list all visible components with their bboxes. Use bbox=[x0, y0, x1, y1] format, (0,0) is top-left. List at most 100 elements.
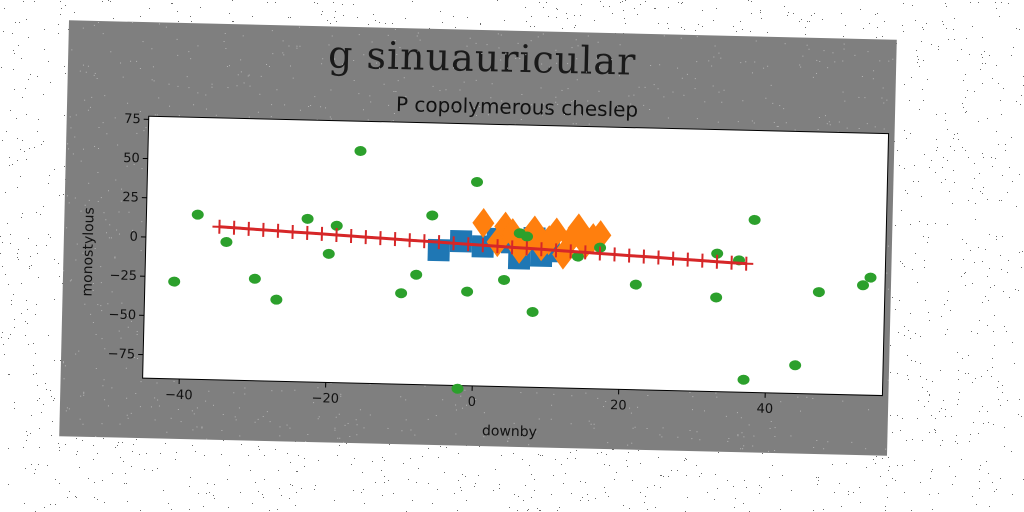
panel-noise-speck bbox=[455, 404, 457, 406]
noise-speck bbox=[548, 16, 549, 17]
noise-speck bbox=[988, 422, 989, 423]
noise-speck bbox=[761, 18, 762, 19]
panel-noise-speck bbox=[262, 415, 264, 418]
noise-speck bbox=[979, 320, 980, 321]
panel-noise-speck bbox=[117, 144, 119, 146]
noise-speck bbox=[1021, 95, 1022, 96]
panel-noise-speck bbox=[363, 54, 365, 56]
noise-speck bbox=[946, 6, 947, 7]
noise-speck bbox=[886, 485, 887, 486]
panel-noise-speck bbox=[597, 41, 599, 43]
panel-noise-speck bbox=[754, 61, 756, 63]
red-plus-marker bbox=[666, 251, 681, 266]
panel-noise-speck bbox=[790, 435, 792, 437]
noise-speck bbox=[932, 469, 933, 470]
noise-speck bbox=[918, 181, 919, 182]
noise-speck bbox=[37, 400, 38, 401]
green-circle-point bbox=[426, 210, 439, 221]
panel-noise-speck bbox=[114, 257, 116, 259]
noise-speck bbox=[964, 273, 965, 274]
noise-speck bbox=[978, 433, 979, 434]
panel-noise-speck bbox=[177, 54, 179, 56]
noise-speck bbox=[14, 89, 15, 90]
noise-speck bbox=[902, 263, 903, 264]
noise-speck bbox=[9, 374, 10, 375]
panel-noise-speck bbox=[279, 435, 281, 437]
noise-speck bbox=[113, 18, 114, 19]
noise-speck bbox=[229, 465, 230, 466]
panel-noise-speck bbox=[142, 41, 144, 43]
panel-noise-speck bbox=[571, 101, 573, 103]
noise-speck bbox=[912, 269, 913, 270]
panel-noise-speck bbox=[644, 86, 646, 88]
panel-noise-speck bbox=[158, 23, 160, 25]
panel-noise-speck bbox=[347, 422, 349, 425]
panel-noise-speck bbox=[535, 431, 537, 433]
panel-noise-speck bbox=[576, 58, 578, 60]
noise-speck bbox=[530, 26, 531, 27]
noise-speck bbox=[499, 484, 500, 485]
panel-noise-speck bbox=[168, 83, 170, 85]
noise-speck bbox=[1012, 494, 1013, 495]
noise-speck bbox=[924, 260, 925, 261]
noise-speck bbox=[904, 326, 905, 327]
panel-noise-speck bbox=[882, 87, 884, 89]
panel-noise-speck bbox=[885, 448, 887, 450]
noise-speck bbox=[949, 466, 950, 467]
noise-speck bbox=[0, 253, 1, 254]
noise-speck bbox=[39, 447, 40, 448]
noise-speck bbox=[809, 21, 810, 22]
noise-speck bbox=[384, 476, 385, 477]
noise-speck bbox=[2, 266, 3, 267]
noise-speck bbox=[58, 33, 59, 34]
noise-speck bbox=[160, 453, 161, 454]
noise-speck bbox=[123, 461, 124, 462]
y-tick-label: −75 bbox=[108, 347, 136, 363]
noise-speck bbox=[668, 7, 669, 8]
noise-speck bbox=[654, 8, 655, 9]
noise-speck bbox=[1007, 272, 1008, 273]
noise-speck bbox=[1001, 114, 1002, 115]
noise-speck bbox=[873, 459, 874, 460]
noise-speck bbox=[943, 24, 944, 25]
noise-speck bbox=[76, 438, 77, 439]
noise-speck bbox=[501, 455, 502, 456]
noise-speck bbox=[915, 253, 916, 254]
green-circle-point bbox=[737, 374, 750, 385]
noise-speck bbox=[458, 453, 459, 454]
noise-speck bbox=[575, 458, 576, 459]
panel-noise-speck bbox=[887, 379, 889, 381]
panel-noise-speck bbox=[101, 310, 103, 312]
panel-noise-speck bbox=[121, 302, 123, 304]
panel-noise-speck bbox=[362, 109, 365, 111]
panel-noise-speck bbox=[156, 114, 158, 116]
noise-speck bbox=[904, 84, 905, 85]
panel-noise-speck bbox=[567, 88, 569, 90]
panel-noise-speck bbox=[393, 90, 395, 92]
noise-speck bbox=[979, 173, 980, 174]
panel-noise-speck bbox=[228, 65, 231, 67]
noise-speck bbox=[289, 498, 290, 499]
noise-speck bbox=[927, 242, 928, 243]
noise-speck bbox=[30, 256, 31, 257]
noise-speck bbox=[914, 460, 915, 461]
noise-speck bbox=[1021, 267, 1022, 268]
panel-noise-speck bbox=[743, 445, 745, 447]
panel-noise-speck bbox=[607, 442, 609, 444]
noise-speck bbox=[923, 29, 924, 30]
panel-noise-speck bbox=[120, 62, 122, 64]
noise-speck bbox=[911, 360, 912, 361]
noise-speck bbox=[517, 510, 518, 511]
panel-noise-speck bbox=[87, 109, 89, 111]
noise-speck bbox=[79, 467, 80, 468]
panel-noise-speck bbox=[770, 84, 772, 86]
panel-noise-speck bbox=[248, 116, 250, 118]
noise-speck bbox=[1000, 255, 1001, 256]
noise-speck bbox=[902, 465, 903, 466]
noise-speck bbox=[822, 19, 823, 20]
panel-noise-speck bbox=[75, 353, 77, 355]
noise-speck bbox=[982, 63, 983, 64]
panel-noise-speck bbox=[540, 87, 542, 89]
panel-noise-speck bbox=[469, 37, 471, 39]
panel-noise-speck bbox=[699, 439, 701, 441]
